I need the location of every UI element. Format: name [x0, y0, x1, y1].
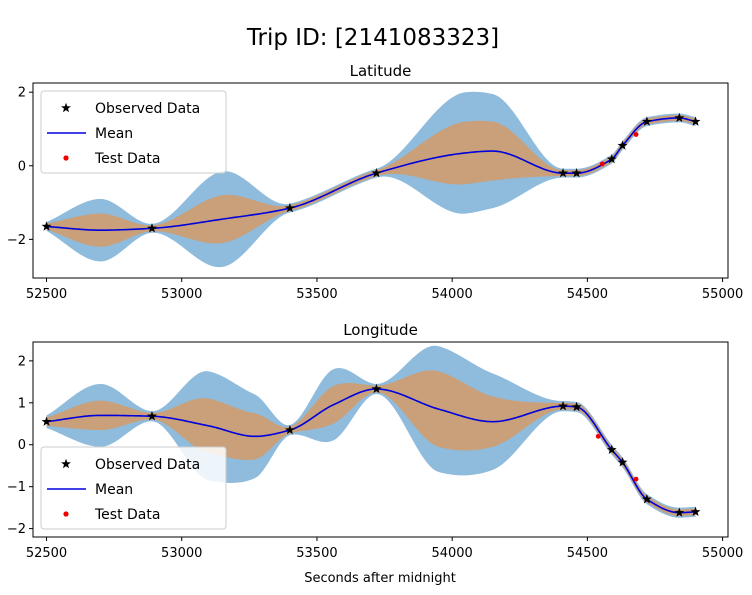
legend-observed-marker	[61, 102, 71, 113]
observed-data-point	[571, 167, 582, 178]
observed-data-point	[41, 416, 52, 426]
observed-data-point	[41, 221, 52, 231]
test-data-point	[595, 433, 601, 439]
inner-confidence-band	[46, 370, 696, 517]
x-tick-label: 53500	[296, 546, 337, 561]
plot-frame	[32, 82, 729, 279]
observed-data-point	[617, 457, 628, 467]
observed-data-point	[571, 401, 582, 412]
x-tick-label: 52500	[26, 287, 67, 302]
x-tick-label: 53000	[161, 287, 202, 302]
y-tick-label: 0	[18, 438, 26, 453]
observed-data-point	[371, 383, 382, 394]
legend-observed-marker	[61, 458, 71, 469]
legend-mean-label: Mean	[95, 482, 133, 498]
y-tick-label: −2	[7, 233, 26, 248]
observed-data-point	[606, 153, 617, 164]
observed-data-point	[674, 112, 685, 123]
legend: Observed Data Mean Test Data	[40, 446, 227, 530]
y-tick-label: 2	[18, 354, 26, 369]
legend-box	[40, 90, 227, 174]
legend: Observed Data Mean Test Data	[40, 90, 227, 174]
observed-data-point	[690, 116, 701, 126]
legend-test-label: Test Data	[94, 151, 160, 167]
x-tick-label: 52500	[26, 546, 67, 561]
x-tick-label: 53500	[296, 287, 337, 302]
figure-title: Trip ID: [2141083323]	[246, 25, 499, 51]
x-tick-label: 53000	[161, 546, 202, 561]
x-tick-label: 54000	[431, 287, 472, 302]
y-tick-label: 0	[18, 159, 26, 174]
observed-data-point	[284, 202, 295, 213]
legend-test-marker	[63, 155, 69, 161]
legend-test-label: Test Data	[94, 507, 160, 523]
x-tick-label: 54500	[567, 546, 608, 561]
legend-test-marker	[63, 511, 69, 517]
observed-data-point	[147, 223, 157, 233]
test-data-point	[633, 132, 639, 137]
observed-data-point	[641, 116, 652, 126]
observed-data-point	[147, 411, 157, 421]
observed-data-point	[617, 140, 628, 150]
chart-title: Latitude	[350, 62, 412, 80]
x-tick-label: 55000	[702, 546, 743, 561]
y-tick-label: −2	[7, 522, 26, 537]
plot-frame	[32, 341, 729, 538]
x-tick-label: 54500	[567, 287, 608, 302]
inner-confidence-band	[46, 115, 696, 247]
plot-area	[41, 91, 701, 268]
y-tick-label: −1	[7, 480, 26, 495]
x-tick-label: 55000	[702, 287, 743, 302]
x-axis-label: Seconds after midnight	[304, 571, 456, 586]
chart-title: Longitude	[343, 321, 418, 339]
test-data-point	[599, 161, 605, 167]
observed-data-point	[690, 506, 701, 517]
y-tick-label: 1	[18, 396, 26, 411]
legend-observed-label: Observed Data	[95, 101, 200, 117]
latitude-chart: Latitude 52500 53000 53500 54000 54500 55000 −2…	[7, 62, 743, 302]
legend-mean-label: Mean	[95, 126, 133, 142]
observed-data-point	[641, 494, 652, 504]
x-tick-label: 54000	[431, 546, 472, 561]
longitude-chart: Longitude 52500 53000 53500 54000 54500 55000 −…	[7, 321, 743, 561]
y-tick-label: 2	[18, 86, 26, 101]
test-data-point	[633, 476, 639, 482]
observed-data-point	[284, 424, 295, 435]
observed-data-point	[558, 400, 568, 411]
legend-box	[40, 446, 227, 530]
observed-data-point	[674, 507, 685, 517]
observed-data-point	[606, 444, 617, 454]
legend-observed-label: Observed Data	[95, 457, 200, 473]
observed-data-point	[558, 167, 568, 178]
mean-line	[46, 388, 696, 514]
observed-data-point	[371, 167, 382, 178]
